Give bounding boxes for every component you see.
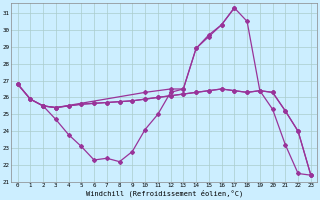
X-axis label: Windchill (Refroidissement éolien,°C): Windchill (Refroidissement éolien,°C) xyxy=(85,190,243,197)
